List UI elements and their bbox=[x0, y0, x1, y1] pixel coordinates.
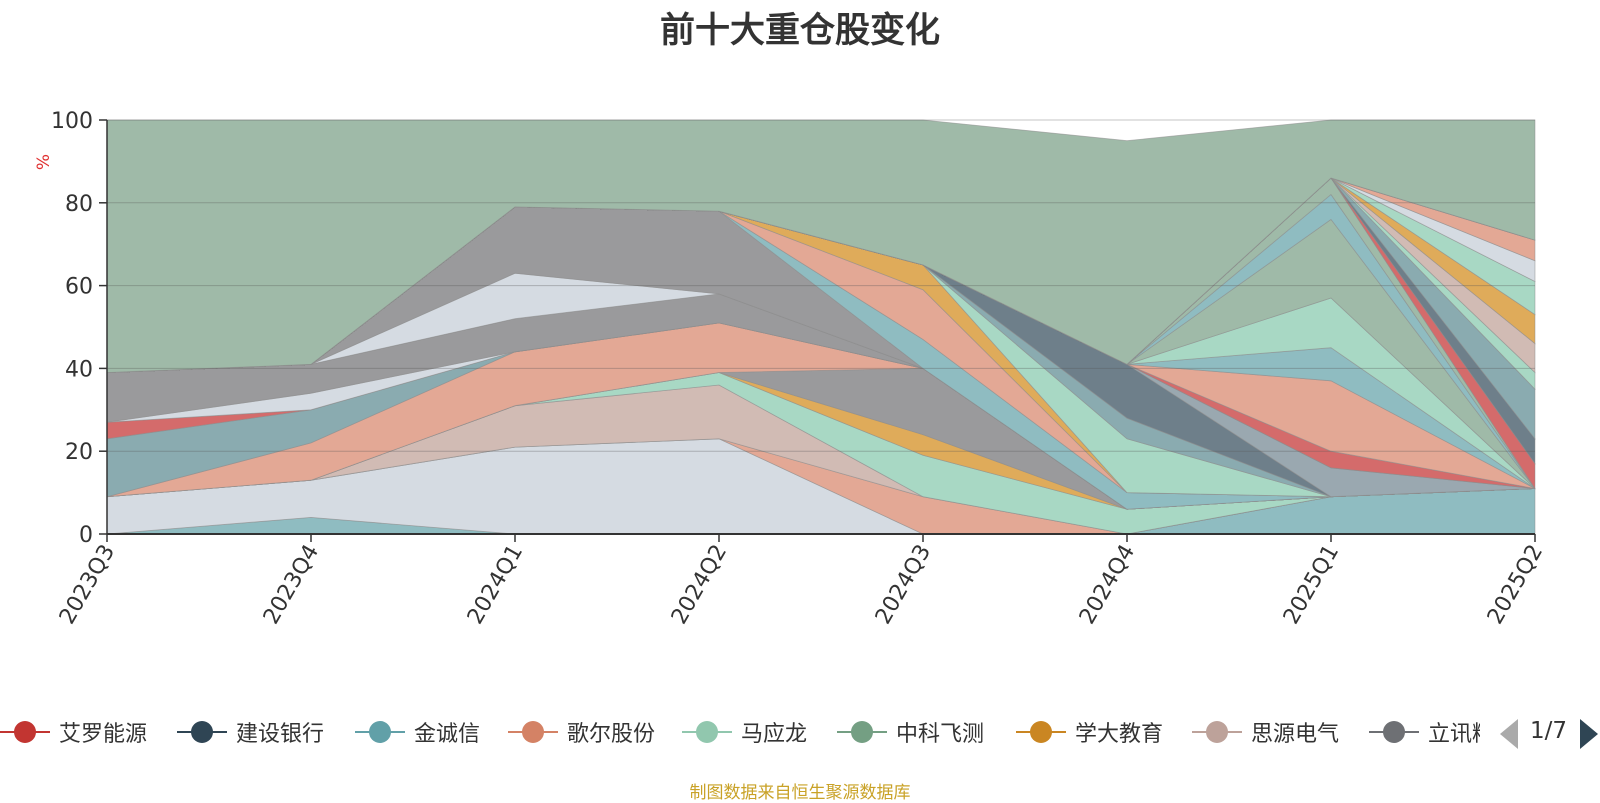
y-tick-label: 20 bbox=[65, 440, 93, 465]
legend-label: 歌尔股份 bbox=[567, 722, 656, 747]
legend-label: 金诚信 bbox=[414, 722, 481, 747]
legend-label: 思源电气 bbox=[1251, 722, 1340, 747]
legend-item[interactable]: 马应龙 bbox=[682, 712, 807, 752]
legend-swatch-icon bbox=[0, 712, 50, 752]
legend-item[interactable]: 金诚信 bbox=[355, 712, 480, 752]
x-tick-label: 2024Q3 bbox=[871, 541, 936, 629]
legend: 艾罗能源 建设银行 金诚信 歌尔股份 马应龙 中科飞测 学大教育 思源电气 立讯精密 bbox=[0, 712, 1600, 752]
area-layer-41 bbox=[106, 119, 1536, 373]
legend-item[interactable]: 建设银行 bbox=[177, 712, 324, 752]
legend-label: 艾罗能源 bbox=[59, 722, 148, 747]
x-tick-label: 2025Q2 bbox=[1483, 541, 1548, 629]
legend-swatch-icon bbox=[355, 712, 405, 752]
legend-next-page-button[interactable] bbox=[1580, 719, 1598, 749]
legend-label: 马应龙 bbox=[741, 722, 808, 747]
chart-title: 前十大重仓股变化 bbox=[659, 11, 940, 51]
x-tick-label: 2025Q1 bbox=[1279, 541, 1344, 629]
y-axis-unit-label: % bbox=[34, 154, 54, 170]
y-tick-label: 60 bbox=[65, 275, 93, 300]
legend-swatch-icon bbox=[177, 712, 227, 752]
y-tick-label: 100 bbox=[51, 109, 93, 134]
legend-item[interactable]: 立讯精密 bbox=[1369, 712, 1480, 752]
legend-swatch-icon bbox=[1016, 712, 1066, 752]
stacked-area-chart: 0 20 40 60 80 100 2023Q3 2023Q4 2024Q1 2024Q2 2024… bbox=[34, 109, 1548, 629]
x-tick-label: 2023Q3 bbox=[55, 541, 120, 629]
legend-item[interactable]: 思源电气 bbox=[1192, 712, 1339, 752]
legend-swatch-icon bbox=[837, 712, 887, 752]
x-tick-label: 2024Q1 bbox=[463, 541, 528, 629]
legend-item[interactable]: 中科飞测 bbox=[837, 712, 984, 752]
legend-label: 中科飞测 bbox=[896, 722, 985, 747]
x-tick-label: 2023Q4 bbox=[259, 541, 324, 629]
y-tick-label: 0 bbox=[79, 523, 93, 548]
y-tick-label: 40 bbox=[65, 357, 93, 382]
gridlines bbox=[107, 119, 1535, 452]
area-layers bbox=[106, 119, 1536, 535]
legend-items: 艾罗能源 建设银行 金诚信 歌尔股份 马应龙 中科飞测 学大教育 思源电气 立讯精密 bbox=[0, 712, 1480, 752]
source-note: 制图数据来自恒生聚源数据库 bbox=[689, 783, 911, 803]
x-tick-label: 2024Q4 bbox=[1075, 541, 1140, 629]
legend-prev-page-button[interactable] bbox=[1500, 719, 1518, 749]
legend-page-indicator: 1/7 bbox=[1530, 718, 1568, 744]
legend-item[interactable]: 学大教育 bbox=[1016, 712, 1163, 752]
legend-label: 建设银行 bbox=[236, 722, 325, 747]
x-tick-label: 2024Q2 bbox=[667, 541, 732, 629]
legend-swatch-icon bbox=[1369, 712, 1419, 752]
legend-swatch-icon bbox=[682, 712, 732, 752]
legend-item[interactable]: 歌尔股份 bbox=[508, 712, 655, 752]
y-tick-label: 80 bbox=[65, 192, 93, 217]
legend-swatch-icon bbox=[1192, 712, 1242, 752]
legend-label: 学大教育 bbox=[1075, 722, 1164, 747]
legend-item[interactable]: 艾罗能源 bbox=[0, 712, 147, 752]
legend-label: 立讯精密 bbox=[1428, 722, 1480, 747]
legend-swatch-icon bbox=[508, 712, 558, 752]
